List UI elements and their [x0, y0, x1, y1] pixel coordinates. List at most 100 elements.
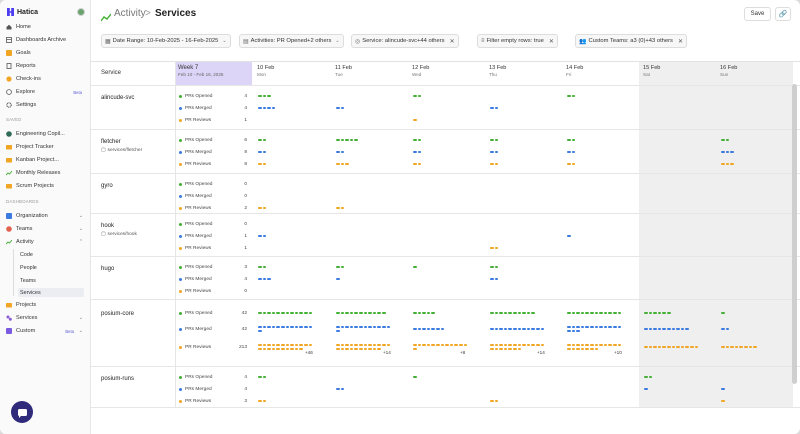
activity-bar[interactable]: [422, 312, 426, 314]
activity-bar[interactable]: [340, 107, 345, 109]
activity-bar[interactable]: [258, 163, 262, 165]
activity-bar[interactable]: [571, 139, 576, 141]
activity-bar[interactable]: [576, 312, 580, 314]
sidebar-subitem-services[interactable]: Services: [18, 288, 84, 297]
activity-bar[interactable]: [271, 312, 276, 314]
activity-bar[interactable]: [262, 266, 267, 268]
activity-bar[interactable]: [721, 151, 725, 153]
activity-bar[interactable]: [413, 266, 417, 268]
activity-bar[interactable]: [531, 328, 535, 330]
activity-bar[interactable]: [653, 328, 657, 330]
activity-bar[interactable]: [490, 328, 494, 330]
activity-bar[interactable]: [271, 107, 276, 109]
scrollbar[interactable]: [792, 84, 797, 384]
activity-bar[interactable]: [426, 312, 431, 314]
activity-bar[interactable]: [490, 266, 494, 268]
activity-bar[interactable]: [567, 344, 571, 346]
activity-bar[interactable]: [490, 107, 494, 109]
activity-bar[interactable]: [304, 326, 308, 328]
activity-bar[interactable]: [262, 312, 267, 314]
activity-bar[interactable]: [594, 326, 599, 328]
activity-bar[interactable]: [413, 151, 417, 153]
activity-bar[interactable]: [463, 344, 468, 346]
activity-bar[interactable]: [345, 326, 349, 328]
activity-bar[interactable]: [436, 344, 440, 346]
link-button[interactable]: 🔗: [775, 7, 791, 21]
activity-bar[interactable]: [648, 328, 653, 330]
activity-bar[interactable]: [571, 348, 576, 350]
sidebar-item-custom[interactable]: Custom Beta ⌄: [6, 326, 86, 336]
sidebar-saved-engineering-copilot[interactable]: Engineering Copil...: [6, 129, 86, 139]
activity-bar[interactable]: [363, 312, 368, 314]
activity-bar[interactable]: [725, 151, 730, 153]
activity-bar[interactable]: [349, 139, 354, 141]
activity-bar[interactable]: [721, 312, 725, 314]
activity-bar[interactable]: [413, 328, 417, 330]
activity-bar[interactable]: [267, 326, 271, 328]
activity-bar[interactable]: [354, 348, 358, 350]
activity-bar[interactable]: [503, 312, 508, 314]
activity-bar[interactable]: [422, 328, 426, 330]
activity-bar[interactable]: [571, 163, 576, 165]
activity-bar[interactable]: [359, 312, 363, 314]
activity-bar[interactable]: [662, 328, 666, 330]
activity-bar[interactable]: [267, 312, 271, 314]
activity-bar[interactable]: [267, 344, 271, 346]
activity-bar[interactable]: [417, 139, 422, 141]
sidebar-item-organization[interactable]: Organization ⌄: [6, 211, 86, 221]
activity-bar[interactable]: [536, 344, 540, 346]
activity-bar[interactable]: [417, 95, 422, 97]
activity-bar[interactable]: [262, 344, 267, 346]
activity-bar[interactable]: [503, 328, 508, 330]
filter-service[interactable]: ◎ Service: alincude-svc+44 others ✕: [351, 34, 459, 48]
activity-bar[interactable]: [571, 326, 576, 328]
activity-bar[interactable]: [422, 344, 426, 346]
activity-bar[interactable]: [494, 278, 499, 280]
activity-bar[interactable]: [308, 344, 313, 346]
activity-bar[interactable]: [345, 344, 349, 346]
activity-bar[interactable]: [336, 107, 340, 109]
activity-bar[interactable]: [290, 312, 294, 314]
activity-bar[interactable]: [657, 346, 662, 348]
activity-bar[interactable]: [363, 326, 368, 328]
activity-bar[interactable]: [262, 163, 267, 165]
activity-bar[interactable]: [340, 139, 345, 141]
activity-bar[interactable]: [685, 328, 689, 330]
activity-bar[interactable]: [613, 326, 617, 328]
activity-bar[interactable]: [608, 312, 612, 314]
activity-bar[interactable]: [299, 312, 303, 314]
activity-bar[interactable]: [377, 344, 381, 346]
activity-bar[interactable]: [368, 344, 372, 346]
activity-bar[interactable]: [345, 163, 349, 165]
activity-bar[interactable]: [671, 346, 676, 348]
activity-bar[interactable]: [526, 328, 531, 330]
activity-bar[interactable]: [382, 326, 386, 328]
activity-bar[interactable]: [336, 312, 340, 314]
activity-bar[interactable]: [354, 139, 358, 141]
activity-bar[interactable]: [262, 95, 267, 97]
activity-bar[interactable]: [531, 344, 535, 346]
activity-bar[interactable]: [571, 344, 576, 346]
activity-bar[interactable]: [580, 326, 585, 328]
activity-bar[interactable]: [267, 107, 271, 109]
activity-bar[interactable]: [490, 139, 494, 141]
activity-bar[interactable]: [594, 312, 599, 314]
activity-bar[interactable]: [599, 312, 603, 314]
activity-bar[interactable]: [576, 348, 580, 350]
activity-bar[interactable]: [694, 346, 699, 348]
activity-bar[interactable]: [748, 346, 753, 348]
activity-bar[interactable]: [440, 328, 445, 330]
activity-bar[interactable]: [459, 344, 463, 346]
activity-bar[interactable]: [734, 346, 739, 348]
activity-bar[interactable]: [508, 344, 512, 346]
activity-bar[interactable]: [426, 344, 431, 346]
activity-bar[interactable]: [567, 151, 571, 153]
sidebar-item-projects[interactable]: Projects: [6, 300, 86, 310]
activity-bar[interactable]: [490, 400, 494, 402]
activity-bar[interactable]: [662, 312, 666, 314]
activity-bar[interactable]: [267, 348, 271, 350]
activity-bar[interactable]: [271, 326, 276, 328]
activity-bar[interactable]: [359, 344, 363, 346]
activity-bar[interactable]: [271, 344, 276, 346]
activity-bar[interactable]: [262, 348, 267, 350]
